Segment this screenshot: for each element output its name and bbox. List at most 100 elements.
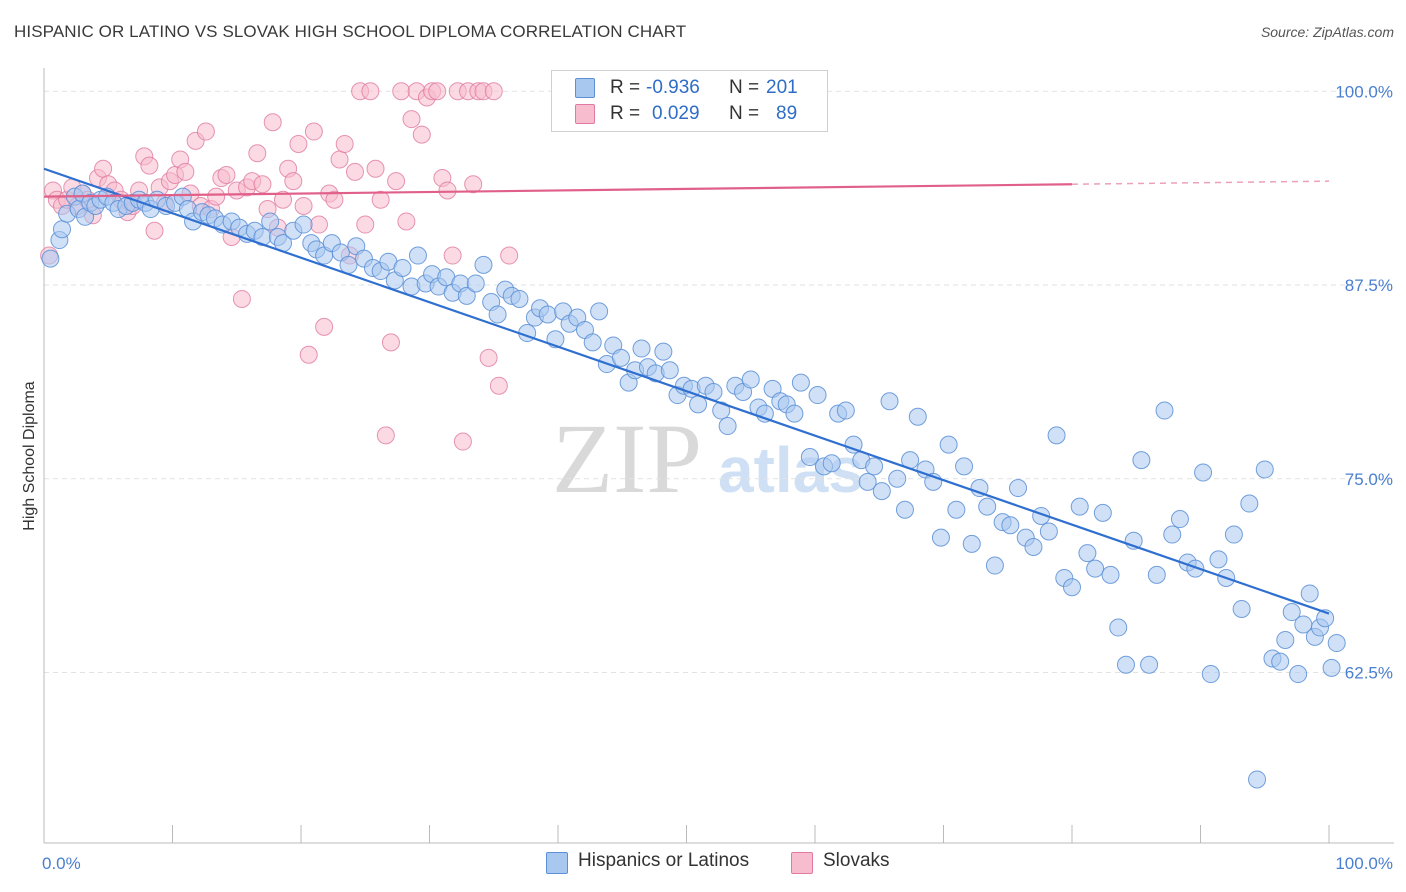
hispanic-point (895, 500, 914, 519)
hispanic-point (741, 370, 760, 389)
slovak-point (402, 110, 421, 129)
legend-n-value: 89 (776, 103, 798, 124)
legend-n-label: N = (729, 77, 760, 98)
hispanic-point (800, 448, 819, 467)
slovak-point (397, 212, 416, 231)
hispanic-point (488, 305, 507, 324)
hispanic-point (660, 361, 679, 380)
slovak-point (248, 144, 267, 163)
hispanic-point (1093, 503, 1112, 522)
y-tick-label: 100.0% (1335, 82, 1393, 101)
y-tick-label: 62.5% (1345, 664, 1393, 683)
hispanic-point (1271, 652, 1290, 671)
hispanic-point (1132, 451, 1151, 470)
slovak-point (387, 172, 406, 191)
slovak-point (263, 113, 282, 132)
hispanic-point (1194, 463, 1213, 482)
slovak-point (304, 122, 323, 141)
hispanic-point (1047, 426, 1066, 445)
hispanic-point (52, 220, 71, 239)
hispanic-point (611, 348, 630, 367)
legend-r-label: R = (610, 77, 641, 98)
hispanic-point (590, 302, 609, 321)
bottom-legend-label: Slovaks (823, 850, 890, 871)
hispanic-point (41, 249, 60, 268)
hispanic-trend-line (43, 167, 1330, 615)
slovak-point (376, 426, 395, 445)
hispanic-point (1289, 665, 1308, 684)
hispanic-point (1001, 516, 1020, 535)
hispanic-point (888, 469, 907, 488)
slovak-point (217, 165, 236, 184)
hispanic-point (844, 435, 863, 454)
hispanic-point (1224, 525, 1243, 544)
slovak-point (500, 246, 519, 265)
hispanic-point (858, 472, 877, 491)
hispanic-point (791, 373, 810, 392)
y-tick-label: 75.0% (1345, 470, 1393, 489)
hispanic-point (1086, 559, 1105, 578)
hispanic-point (970, 479, 989, 498)
hispanic-point (1078, 544, 1097, 563)
y-axis-label: High School Diploma (21, 381, 38, 531)
slovak-point (392, 82, 411, 101)
hispanic-point (1186, 559, 1205, 578)
slovak-point (309, 215, 328, 234)
hispanic-point (339, 255, 358, 274)
hispanic-point (978, 497, 997, 516)
hispanic-point (1009, 479, 1028, 498)
hispanic-point (872, 482, 891, 501)
slovak-point (489, 376, 508, 395)
axes (43, 68, 1394, 844)
hispanic-point (1063, 578, 1081, 597)
slovak-point (443, 246, 462, 265)
slovak-point (361, 82, 380, 101)
hispanic-point (1209, 550, 1228, 569)
slovak-point (94, 159, 113, 178)
hispanic-point (947, 500, 966, 519)
hispanic-point (393, 258, 412, 277)
watermark-atlas: atlas (718, 434, 864, 506)
x-ticks (172, 825, 1330, 843)
hispanic-point (1316, 609, 1335, 628)
slovak-point (484, 82, 503, 101)
legend-n-label: N = (729, 103, 760, 124)
legend-r-value: 0.029 (652, 103, 700, 124)
hispanic-point (1024, 537, 1043, 556)
slovaks-points (40, 82, 519, 451)
hispanic-point (1322, 658, 1341, 677)
hispanic-point (1070, 497, 1089, 516)
hispanic-point (1232, 599, 1251, 618)
hispanic-point (538, 305, 557, 324)
slovak-point (299, 345, 318, 364)
hispanic-point (457, 286, 476, 305)
legend-swatch-pink (575, 104, 595, 124)
hispanic-point (836, 401, 855, 420)
hispanic-point (931, 528, 950, 547)
hispanic-point (466, 274, 485, 293)
slovak-point (356, 215, 375, 234)
hispanic-point (1163, 525, 1182, 544)
hispanic-point (908, 407, 927, 426)
hispanic-point (1282, 603, 1301, 622)
slovak-point (438, 181, 457, 200)
hispanic-points (41, 184, 1346, 789)
slovak-point (366, 159, 385, 178)
bottom-legend-swatch-pink (791, 852, 813, 874)
hispanic-point (880, 392, 899, 411)
slovak-trend-line (43, 183, 1073, 198)
hispanic-point (1327, 634, 1346, 653)
hispanic-point (1276, 630, 1295, 649)
hispanic-point (261, 212, 280, 231)
slovak-point (145, 221, 164, 240)
watermark-zip: ZIP (552, 403, 702, 514)
slovak-point (381, 333, 400, 352)
hispanic-point (865, 457, 884, 476)
hispanic-point (1248, 770, 1267, 789)
hispanic-point (955, 457, 974, 476)
slovak-point (330, 150, 349, 169)
slovak-point (253, 175, 272, 194)
slovak-point (453, 432, 472, 451)
legend-n-value: 201 (766, 77, 798, 98)
